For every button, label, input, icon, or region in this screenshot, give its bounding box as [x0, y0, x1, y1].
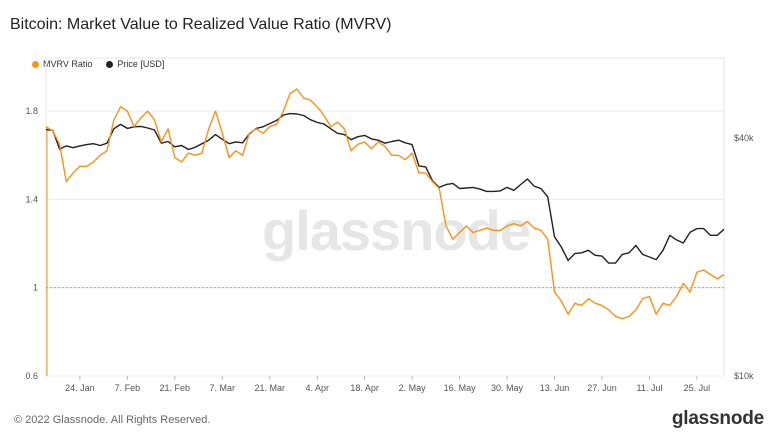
legend-dot-mvrv [32, 60, 39, 68]
legend: MVRV Ratio Price [USD] [32, 59, 164, 69]
legend-item-mvrv[interactable]: MVRV Ratio [32, 59, 92, 69]
legend-label-price: Price [USD] [117, 59, 165, 69]
x-tick-label: 25. Jul [684, 383, 711, 393]
x-tick-label: 2. May [399, 383, 427, 393]
x-tick-label: 21. Feb [160, 383, 191, 393]
x-tick-label: 11. Jul [636, 383, 662, 393]
watermark: glassnode [262, 199, 531, 262]
y-left-tick-label: 1.4 [25, 194, 38, 204]
y-left-tick-label: 0.6 [25, 371, 38, 381]
legend-label-mvrv: MVRV Ratio [43, 59, 93, 69]
legend-item-price[interactable]: Price [USD] [106, 59, 164, 69]
x-tick-label: 7. Feb [115, 383, 141, 393]
x-tick-label: 24. Jan [65, 383, 95, 393]
y-right-tick-label: $40k [734, 133, 754, 143]
footer-copyright: © 2022 Glassnode. All Rights Reserved. [14, 414, 211, 426]
y-left-tick-label: 1.8 [25, 106, 38, 116]
plot-frame [45, 57, 725, 377]
footer-brand-logo[interactable]: glassnode [671, 408, 764, 429]
legend-dot-price [106, 60, 114, 68]
x-tick-label: 4. Apr [305, 383, 329, 393]
x-tick-label: 18. Apr [350, 383, 379, 393]
series-line-price [45, 112, 725, 264]
x-tick-label: 7. Mar [210, 383, 236, 393]
series-line-mvrv [45, 88, 725, 320]
x-tick-label: 16. May [444, 383, 477, 393]
page-title: Bitcoin: Market Value to Realized Value … [10, 16, 392, 33]
y-right-tick-label: $10k [734, 371, 754, 381]
x-tick-label: 27. Jun [587, 383, 617, 393]
y-left-tick-label: 1 [33, 283, 38, 293]
x-tick-label: 30. May [491, 383, 524, 393]
x-tick-label: 13. Jun [540, 383, 570, 393]
x-tick-label: 21. Mar [254, 383, 285, 393]
